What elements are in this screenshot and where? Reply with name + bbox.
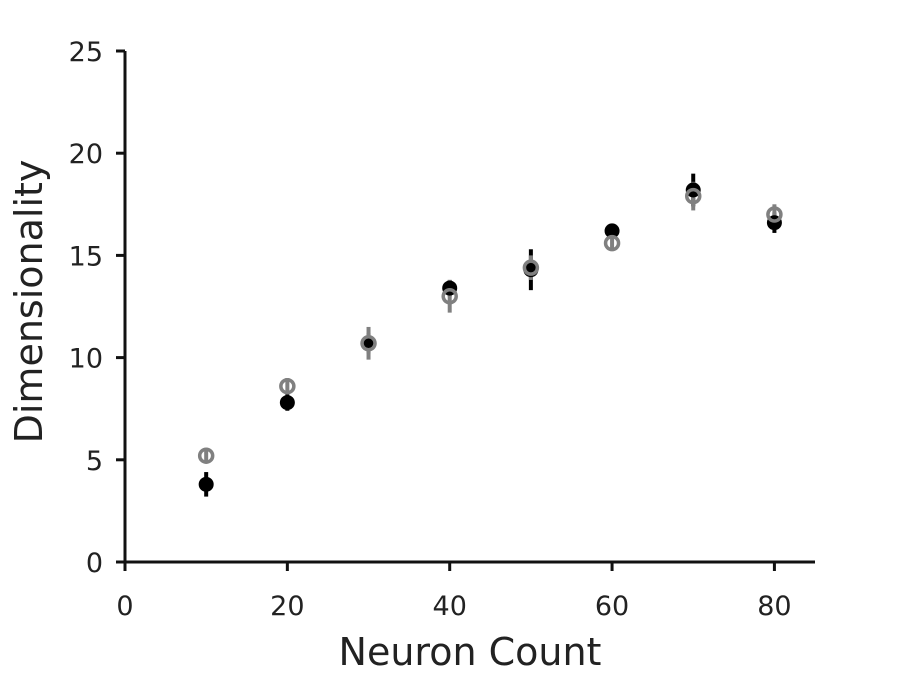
data-point-open — [441, 288, 458, 305]
data-point-open — [766, 206, 783, 223]
data-point-open — [603, 234, 621, 252]
y-tick-label: 15 — [69, 241, 103, 272]
y-tick-label: 0 — [86, 548, 103, 579]
data-point-open — [360, 335, 377, 352]
data-point-filled — [604, 223, 620, 239]
error-bars — [204, 173, 777, 497]
x-tick-label: 20 — [270, 591, 304, 622]
data-point-open — [279, 377, 296, 395]
y-tick-label: 10 — [69, 344, 103, 375]
markers — [197, 182, 783, 492]
y-axis-title: Dimensionality — [7, 160, 51, 444]
x-tick-label: 40 — [433, 591, 467, 622]
data-point-open — [197, 447, 215, 464]
y-tick-label: 25 — [69, 37, 103, 68]
x-tick-label: 0 — [116, 591, 133, 622]
data-point-filled — [279, 395, 295, 411]
data-point-open — [684, 187, 702, 205]
y-tick-label: 5 — [86, 446, 103, 477]
data-point-open — [522, 259, 540, 276]
x-tick-label: 60 — [595, 591, 629, 622]
data-point-filled — [198, 476, 214, 492]
axes: 0 5 10 15 20 25 0 20 40 60 80 — [69, 37, 815, 622]
x-tick-label: 80 — [757, 591, 791, 622]
y-tick-label: 20 — [69, 139, 103, 170]
x-axis-title: Neuron Count — [339, 630, 602, 674]
